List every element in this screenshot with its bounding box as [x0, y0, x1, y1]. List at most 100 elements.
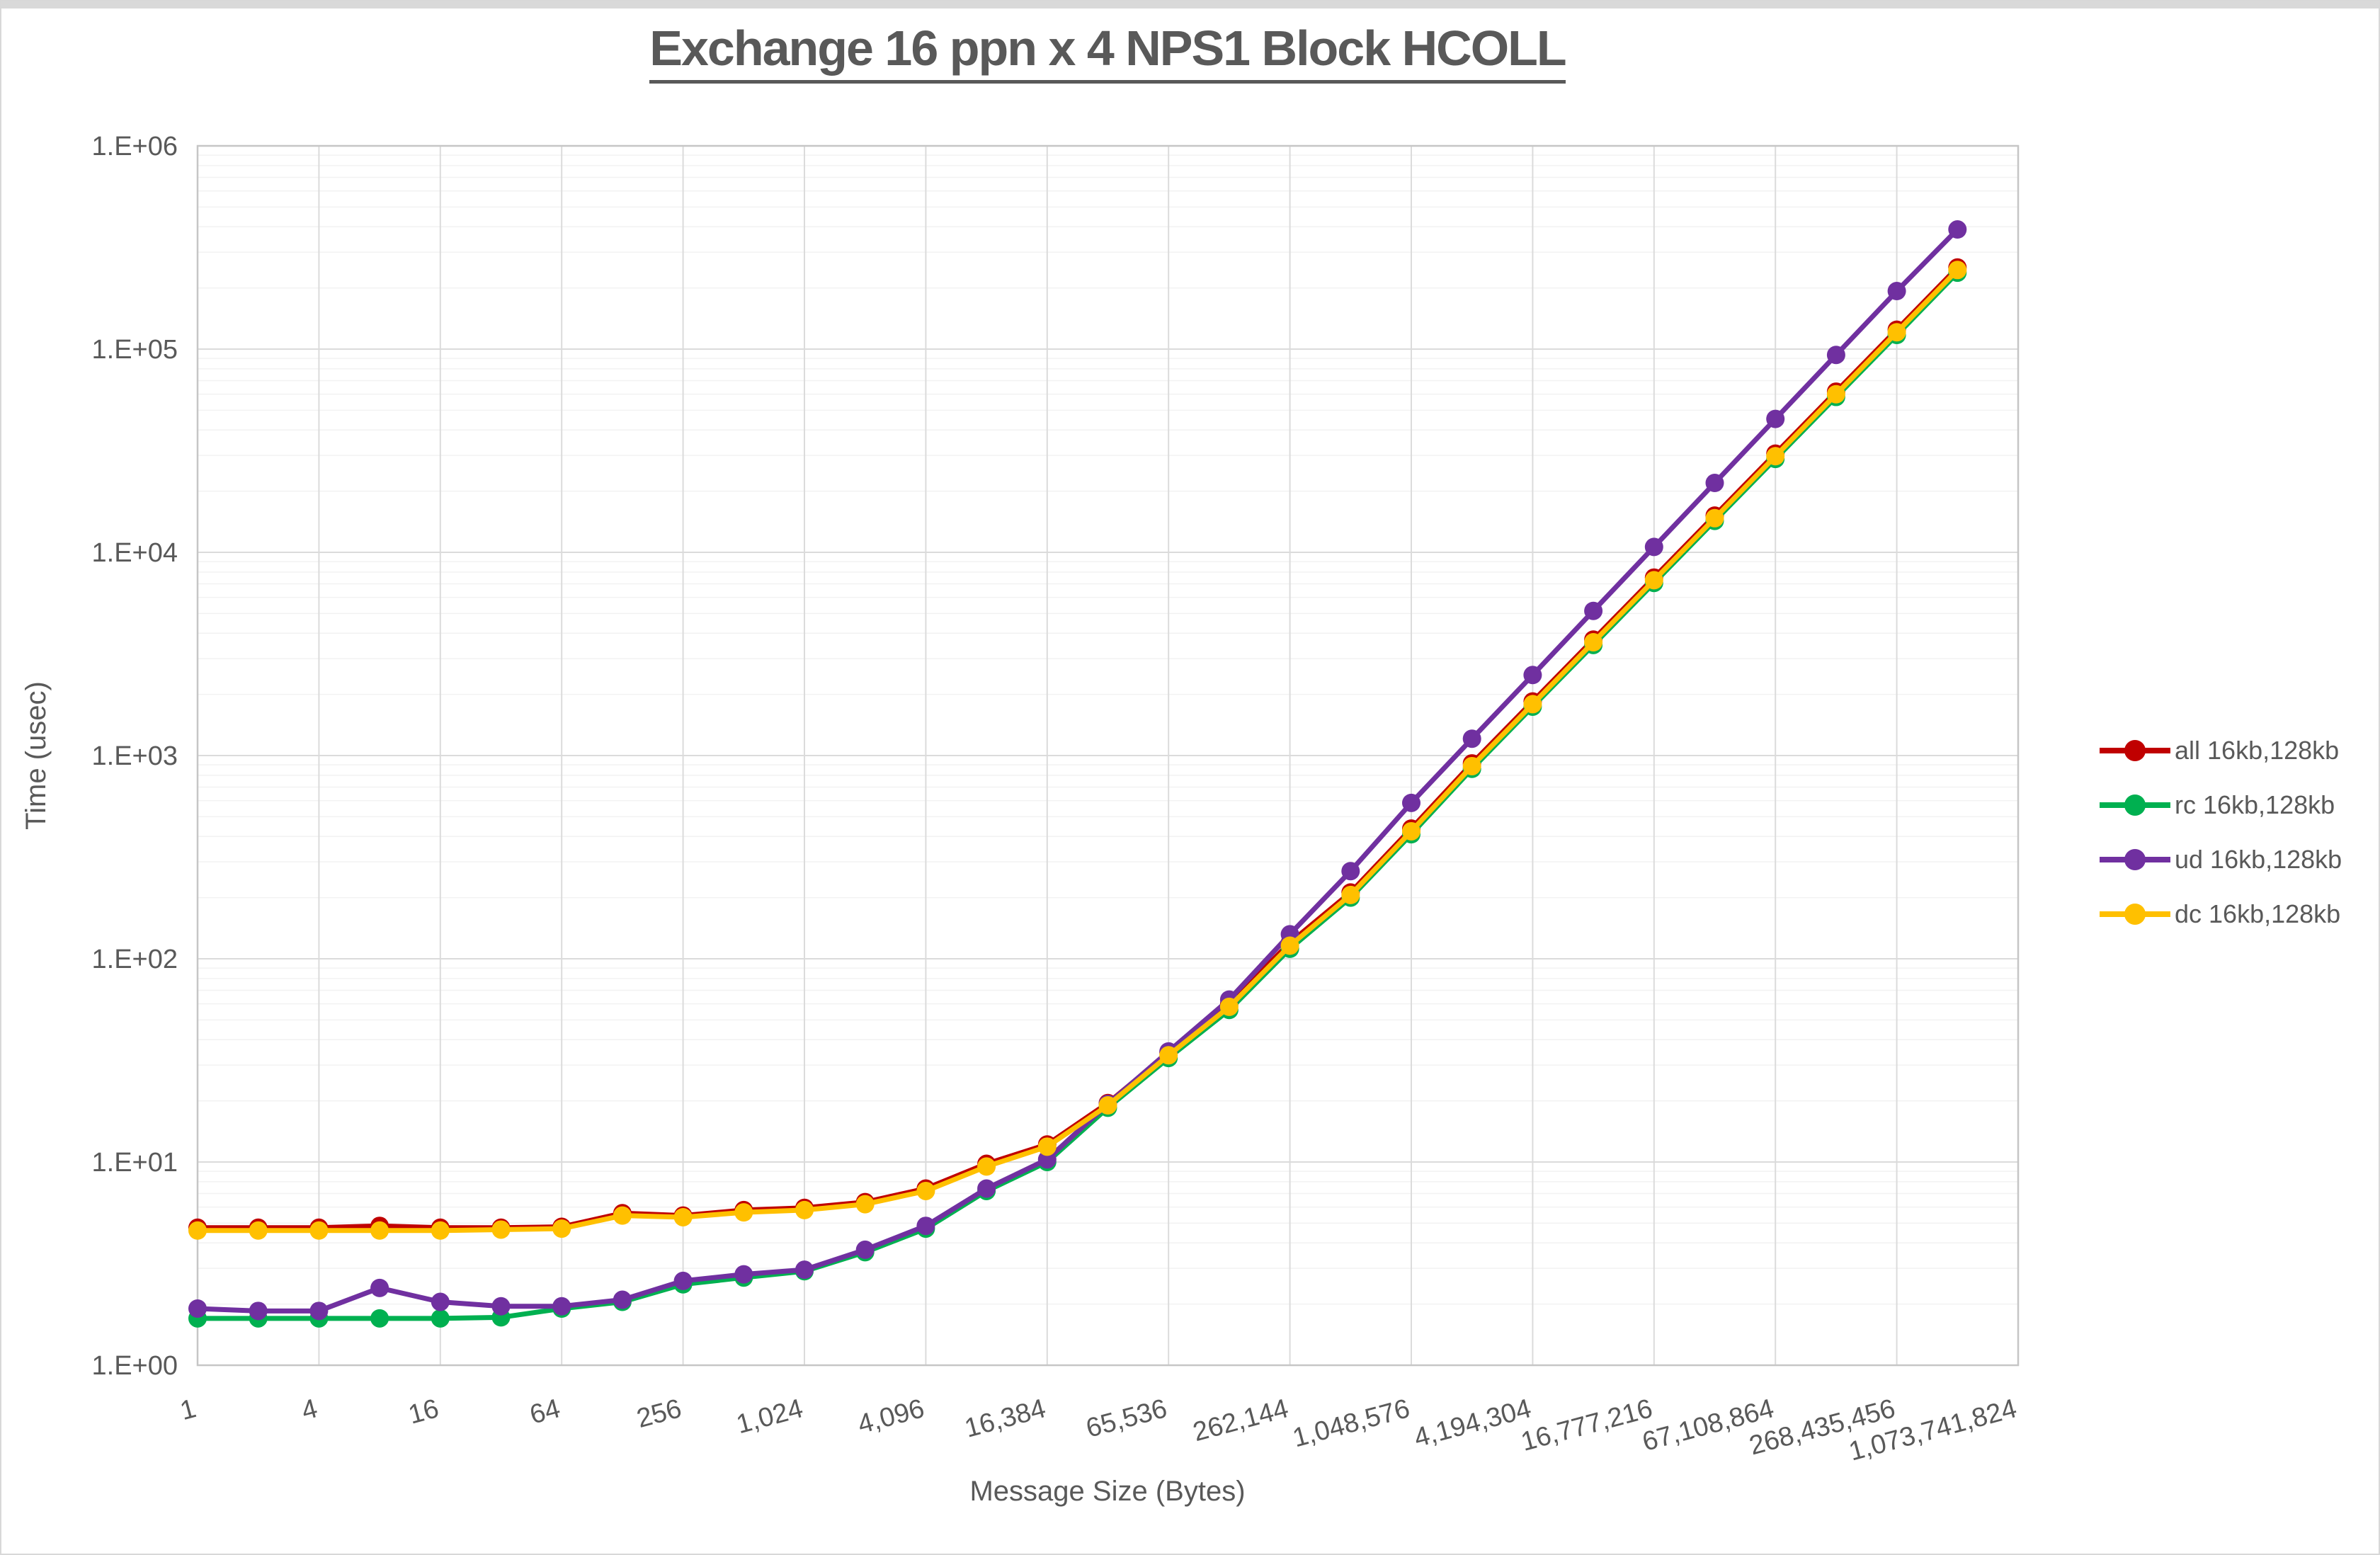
x-tick-label: 256 — [634, 1394, 685, 1434]
series-marker-dc — [613, 1206, 632, 1225]
series-marker-dc — [1098, 1095, 1117, 1115]
series-marker-dc — [431, 1221, 450, 1240]
series-marker-ud — [1037, 1150, 1057, 1169]
legend-swatch-icon — [2100, 903, 2170, 925]
series-marker-ud — [1705, 474, 1724, 493]
series-marker-dc — [1584, 632, 1603, 651]
series-marker-ud — [916, 1217, 935, 1236]
chart-title: Exchange 16 ppn x 4 NPS1 Block HCOLL — [1, 20, 2214, 84]
series-marker-ud — [1887, 282, 1906, 301]
series-marker-dc — [1462, 756, 1481, 775]
series-marker-ud — [734, 1265, 753, 1284]
series-marker-ud — [613, 1290, 632, 1309]
x-tick-label: 1 — [177, 1394, 199, 1426]
x-axis-title: Message Size (Bytes) — [969, 1476, 1246, 1507]
series-marker-dc — [491, 1220, 511, 1239]
series-marker-dc — [1766, 447, 1785, 466]
series-marker-dc — [1219, 997, 1239, 1016]
y-tick-label: 1.E+05 — [92, 335, 178, 365]
series-marker-ud — [1584, 601, 1603, 620]
series-marker-dc — [977, 1157, 996, 1176]
series-marker-ud — [491, 1297, 511, 1316]
series-marker-dc — [1644, 571, 1663, 590]
series-marker-ud — [673, 1271, 693, 1290]
y-tick-label: 1.E+01 — [92, 1148, 178, 1178]
series-marker-dc — [916, 1181, 935, 1200]
series-marker-dc — [1037, 1137, 1057, 1156]
y-tick-label: 1.E+06 — [92, 132, 178, 161]
chart-legend: all 16kb,128kb rc 16kb,128kb ud 16kb,128kb… — [2100, 723, 2342, 941]
legend-label: ud 16kb,128kb — [2175, 844, 2342, 874]
x-tick-label: 262,144 — [1190, 1394, 1292, 1447]
legend-item-rc: rc 16kb,128kb — [2100, 778, 2342, 832]
y-tick-label: 1.E+02 — [92, 945, 178, 974]
series-marker-dc — [552, 1219, 571, 1238]
series-line-all — [198, 266, 1959, 1231]
series-marker-ud — [1341, 862, 1360, 881]
legend-item-dc: dc 16kb,128kb — [2100, 887, 2342, 941]
series-marker-ud — [370, 1278, 389, 1297]
series-marker-dc — [1705, 508, 1724, 528]
series-marker-rc — [431, 1309, 450, 1328]
legend-swatch-icon — [2100, 848, 2170, 870]
series-marker-ud — [855, 1240, 875, 1259]
y-tick-label: 1.E+04 — [92, 538, 178, 568]
series-marker-ud — [552, 1297, 571, 1316]
y-tick-label: 1.E+03 — [92, 741, 178, 771]
series-marker-dc — [370, 1221, 389, 1240]
x-tick-label: 1,048,576 — [1289, 1394, 1413, 1453]
series-marker-ud — [309, 1301, 329, 1321]
series-marker-ud — [1766, 409, 1785, 428]
legend-swatch-icon — [2100, 794, 2170, 816]
series-line-ud — [197, 227, 1959, 1314]
series-marker-dc — [855, 1195, 875, 1214]
series-marker-dc — [734, 1203, 753, 1222]
series-marker-dc — [1826, 385, 1845, 404]
x-tick-label: 1,024 — [734, 1394, 807, 1440]
series-marker-dc — [1948, 261, 1967, 280]
series-marker-ud — [1462, 729, 1481, 748]
series-marker-dc — [1341, 885, 1360, 904]
series-marker-dc — [188, 1221, 207, 1240]
legend-swatch-icon — [2100, 739, 2170, 761]
legend-label: rc 16kb,128kb — [2175, 790, 2335, 819]
x-tick-label: 16,384 — [962, 1394, 1049, 1444]
window-top-strip — [1, 1, 2379, 8]
series-marker-dc — [673, 1207, 693, 1226]
series-marker-dc — [795, 1200, 814, 1219]
series-marker-ud — [431, 1292, 450, 1311]
series-line-dc — [198, 268, 1959, 1234]
x-tick-label: 16,777,216 — [1518, 1394, 1656, 1457]
series-marker-rc — [370, 1309, 389, 1328]
x-tick-label: 64 — [527, 1394, 564, 1430]
series-marker-dc — [1280, 936, 1299, 955]
legend-item-all: all 16kb,128kb — [2100, 723, 2342, 778]
series-marker-ud — [1523, 666, 1542, 685]
series-marker-ud — [795, 1260, 814, 1280]
legend-label: all 16kb,128kb — [2175, 735, 2340, 765]
x-tick-label: 4 — [298, 1394, 320, 1426]
series-marker-ud — [249, 1301, 268, 1321]
series-marker-ud — [188, 1299, 207, 1318]
series-marker-ud — [1826, 346, 1845, 365]
series-marker-dc — [249, 1221, 268, 1240]
y-tick-label: 1.E+00 — [92, 1351, 178, 1381]
series-marker-dc — [1523, 695, 1542, 714]
series-marker-ud — [1948, 220, 1967, 239]
plot-border — [196, 144, 2020, 1367]
series-marker-ud — [1644, 537, 1663, 557]
legend-item-ud: ud 16kb,128kb — [2100, 832, 2342, 887]
x-tick-label: 4,194,304 — [1411, 1394, 1535, 1453]
series-marker-dc — [309, 1221, 329, 1240]
chart-title-text: Exchange 16 ppn x 4 NPS1 Block HCOLL — [649, 21, 1567, 84]
series-marker-ud — [977, 1179, 996, 1198]
x-tick-label: 16 — [405, 1394, 442, 1430]
series-marker-dc — [1159, 1046, 1178, 1065]
series-marker-dc — [1402, 821, 1420, 841]
series-marker-dc — [1887, 323, 1906, 342]
legend-label: dc 16kb,128kb — [2175, 899, 2341, 928]
x-tick-label: 65,536 — [1083, 1394, 1170, 1444]
x-tick-label: 4,096 — [855, 1394, 928, 1440]
